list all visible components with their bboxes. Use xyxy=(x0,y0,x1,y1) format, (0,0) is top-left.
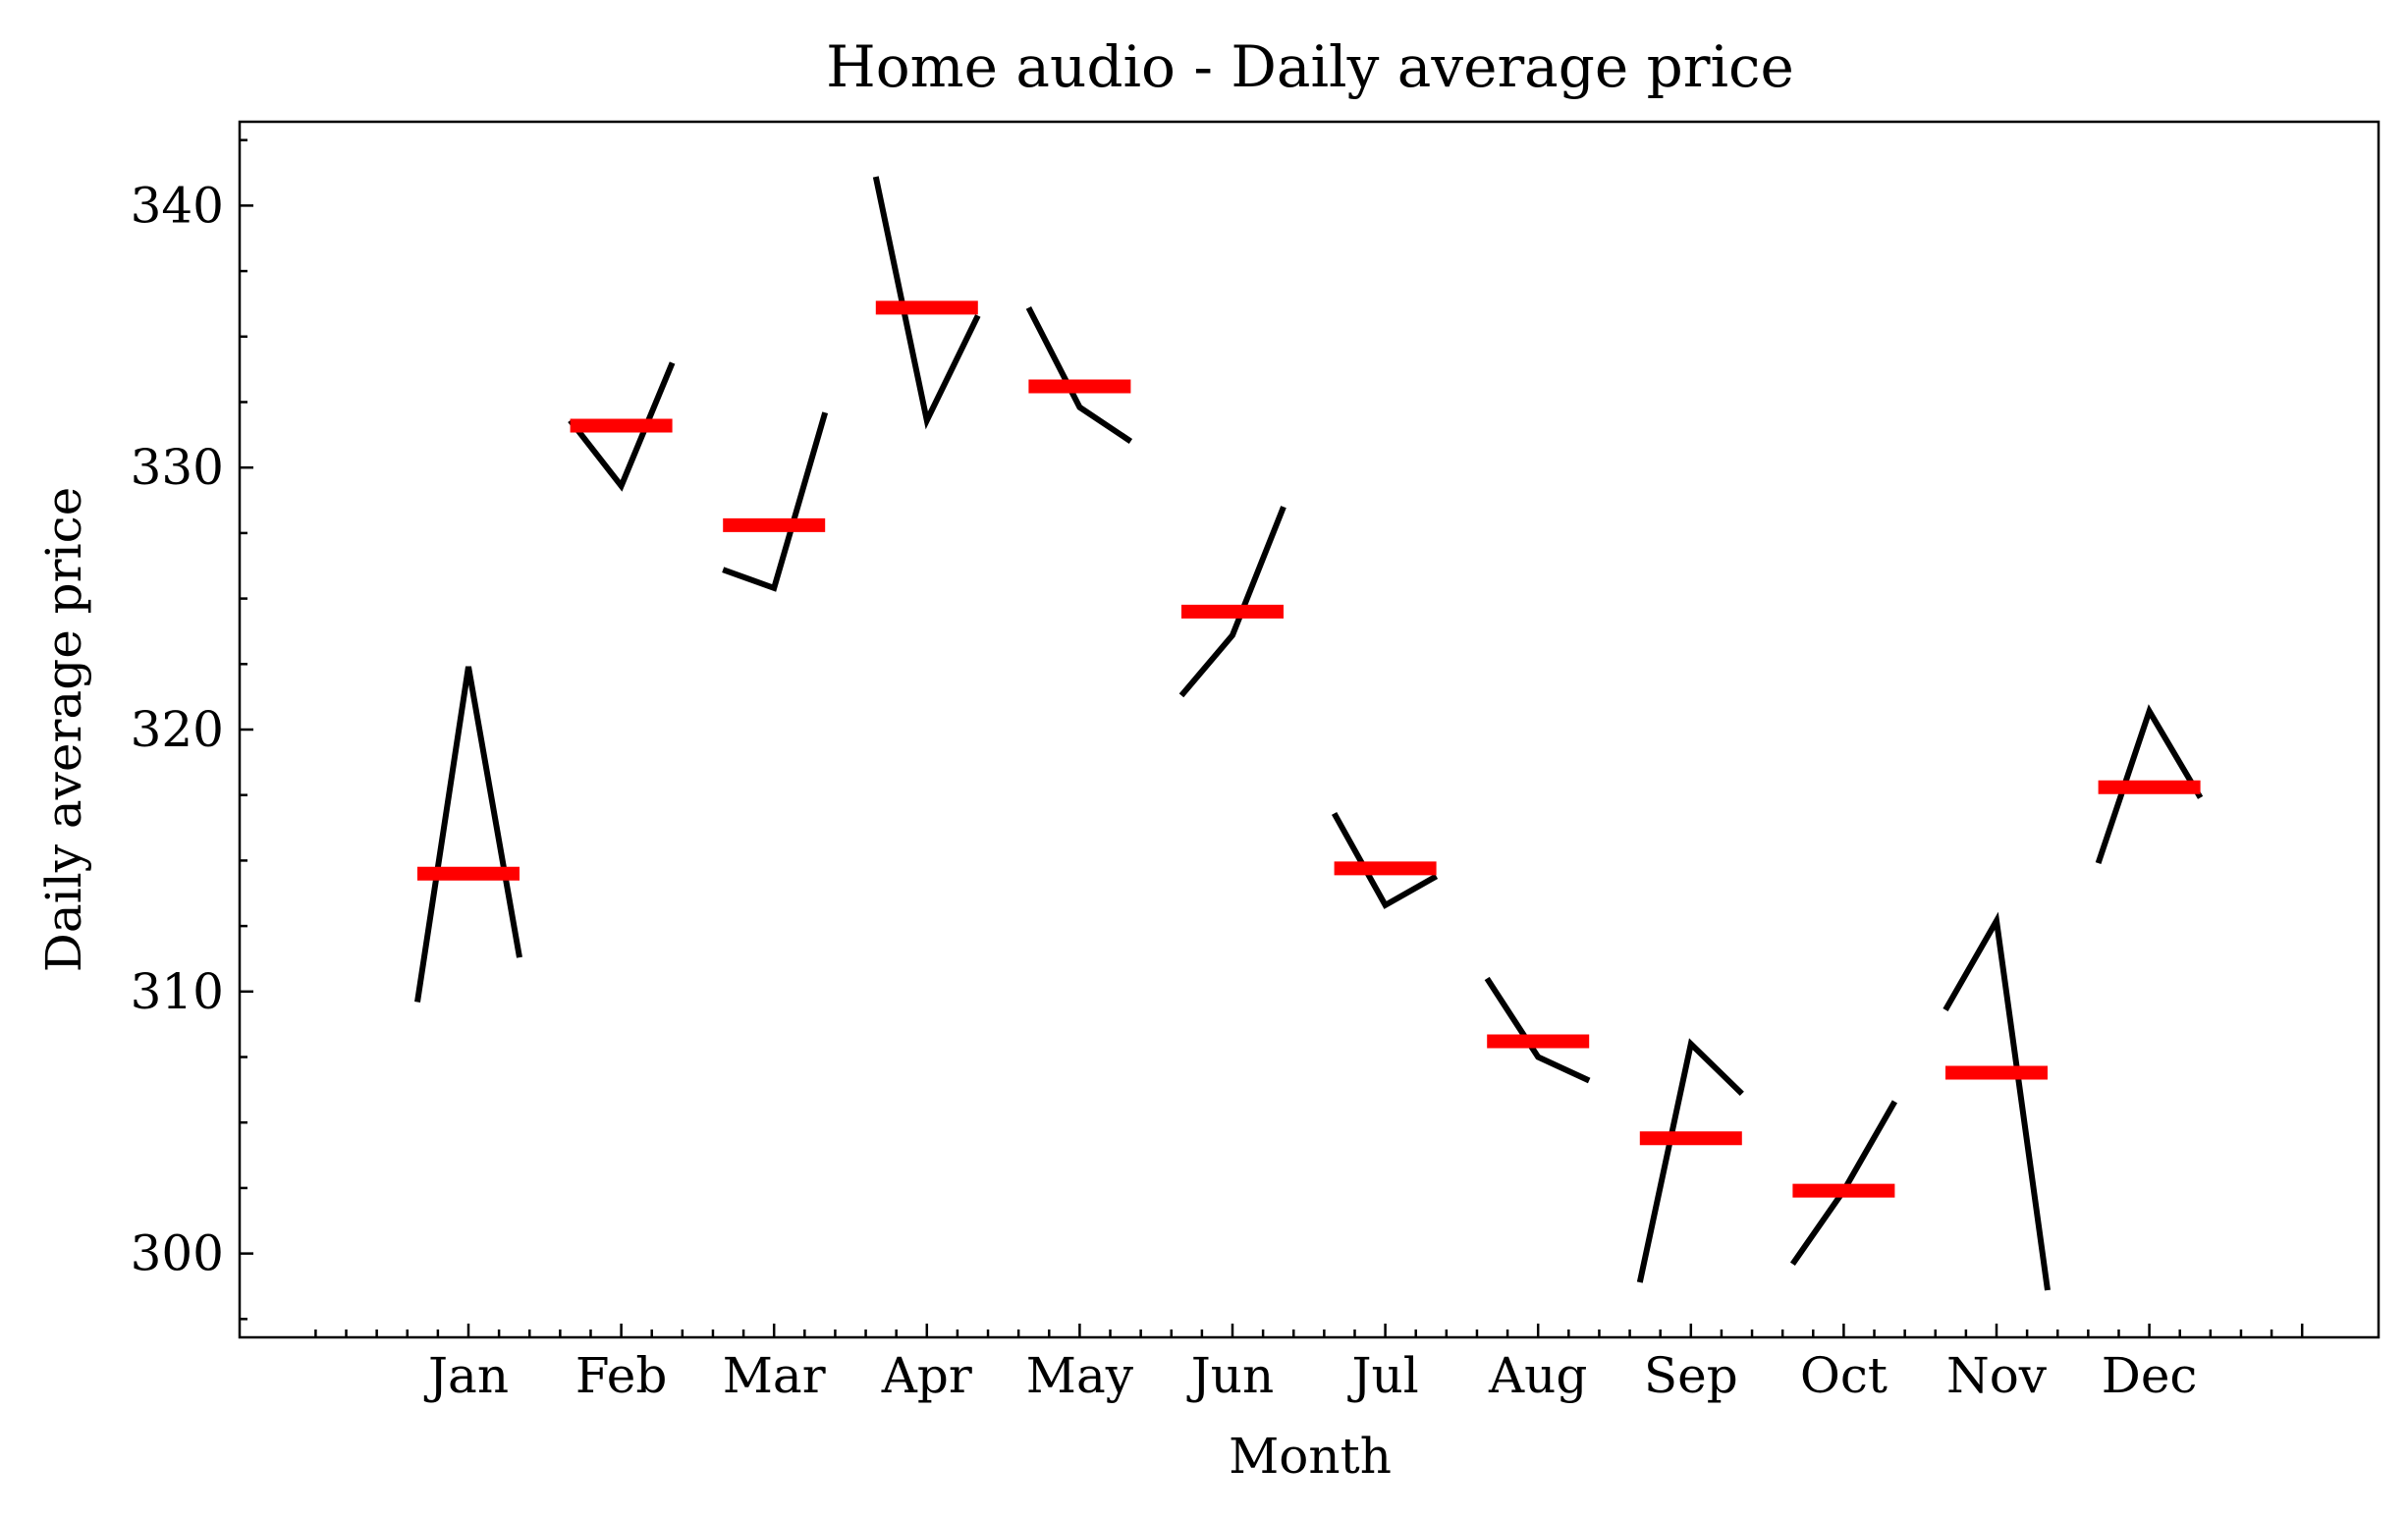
x-tick-label: Sep xyxy=(1644,1347,1738,1404)
x-tick-label: Feb xyxy=(575,1347,668,1404)
x-tick-label: Oct xyxy=(1800,1347,1888,1404)
mean-bars-group xyxy=(417,300,2201,1198)
x-tick-label: Nov xyxy=(1946,1347,2048,1404)
series-line-feb xyxy=(568,361,676,492)
plot-area xyxy=(238,120,2381,1339)
series-line-sep xyxy=(1636,1038,1744,1283)
x-axis-label: Month xyxy=(1229,1428,1392,1485)
series-line-oct xyxy=(1789,1100,1898,1267)
y-tick-label: 310 xyxy=(131,963,224,1020)
chart-title: Home audio - Daily average price xyxy=(826,33,1794,100)
series-line-dec xyxy=(2095,704,2204,865)
y-tick-label: 340 xyxy=(131,177,224,234)
series-group xyxy=(414,176,2204,1291)
series-line-mar xyxy=(722,411,829,592)
series-line-jun xyxy=(1178,506,1286,698)
x-tick-label: Jul xyxy=(1346,1347,1418,1404)
x-tick-label: Jan xyxy=(423,1347,509,1404)
series-line-aug xyxy=(1484,976,1591,1084)
x-tick-label: Aug xyxy=(1488,1347,1587,1404)
series-line-nov xyxy=(1943,911,2051,1291)
series-line-jul xyxy=(1331,811,1439,909)
series-line-apr xyxy=(872,176,981,430)
plot-frame xyxy=(238,120,2381,1339)
series-line-may xyxy=(1025,306,1133,444)
y-axis-label: Daily average price xyxy=(35,487,92,972)
y-tick-label: 330 xyxy=(131,439,224,496)
x-tick-label: Jun xyxy=(1186,1347,1274,1404)
y-tick-label: 320 xyxy=(131,701,224,758)
x-tick-label: May xyxy=(1026,1347,1134,1404)
x-tick-label: Apr xyxy=(881,1347,972,1404)
series-line-jan xyxy=(414,666,522,1003)
x-tick-label: Mar xyxy=(723,1347,826,1404)
x-axis: Jan Feb Mar Apr May Jun Jul Aug Sep Oct Nov Dec xyxy=(314,1324,2304,1404)
y-axis: 300 310 320 330 340 xyxy=(131,138,253,1321)
x-tick-label: Dec xyxy=(2102,1347,2198,1404)
y-tick-label: 300 xyxy=(131,1225,224,1282)
